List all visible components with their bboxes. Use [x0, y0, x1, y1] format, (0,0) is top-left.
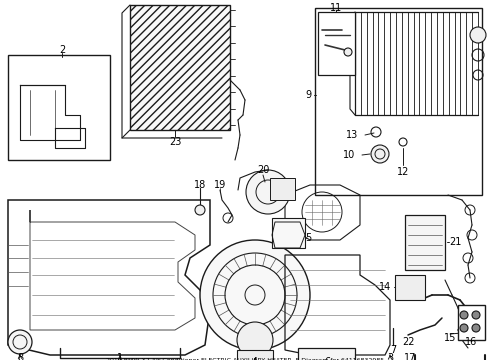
- Text: 12: 12: [397, 167, 409, 177]
- Text: 14: 14: [379, 282, 391, 292]
- Bar: [130, 5, 230, 130]
- Text: 1: 1: [117, 353, 123, 360]
- Bar: [405, 215, 445, 270]
- Circle shape: [470, 27, 486, 43]
- Circle shape: [472, 311, 480, 319]
- Text: 16: 16: [465, 337, 477, 347]
- Text: 3: 3: [387, 353, 393, 360]
- Text: 2019 BMW X7 Air Conditioner ELECTRIC AUXILIARY HEATER, F Diagram for 64116832985: 2019 BMW X7 Air Conditioner ELECTRIC AUX…: [106, 358, 384, 360]
- Text: 15: 15: [444, 333, 456, 343]
- Bar: [8, 55, 110, 160]
- Text: 2: 2: [59, 45, 65, 55]
- Text: 4: 4: [252, 357, 258, 360]
- Bar: [395, 275, 425, 300]
- Text: 20: 20: [257, 165, 269, 175]
- Text: 10: 10: [343, 150, 355, 160]
- Bar: [458, 305, 485, 340]
- Circle shape: [472, 324, 480, 332]
- Text: 19: 19: [214, 180, 226, 190]
- Circle shape: [237, 322, 273, 358]
- Bar: [272, 218, 305, 248]
- Circle shape: [200, 240, 310, 350]
- Text: 8: 8: [17, 353, 23, 360]
- Text: 7: 7: [390, 345, 396, 355]
- Circle shape: [460, 324, 468, 332]
- Text: 23: 23: [169, 137, 181, 147]
- Bar: [315, 8, 482, 195]
- Bar: [318, 12, 355, 75]
- Circle shape: [371, 145, 389, 163]
- Text: 11: 11: [330, 3, 342, 13]
- Circle shape: [195, 205, 205, 215]
- Bar: [298, 348, 355, 360]
- Text: 17: 17: [404, 353, 416, 360]
- Text: 6: 6: [324, 357, 330, 360]
- Text: 18: 18: [194, 180, 206, 190]
- Circle shape: [246, 170, 290, 214]
- Bar: [270, 178, 295, 200]
- Circle shape: [344, 48, 352, 56]
- Circle shape: [460, 311, 468, 319]
- Text: 22: 22: [402, 337, 414, 347]
- Text: 21: 21: [449, 237, 461, 247]
- Text: 5: 5: [305, 233, 311, 243]
- Bar: [237, 350, 273, 360]
- Circle shape: [8, 330, 32, 354]
- Text: 13: 13: [346, 130, 358, 140]
- Text: 9: 9: [305, 90, 311, 100]
